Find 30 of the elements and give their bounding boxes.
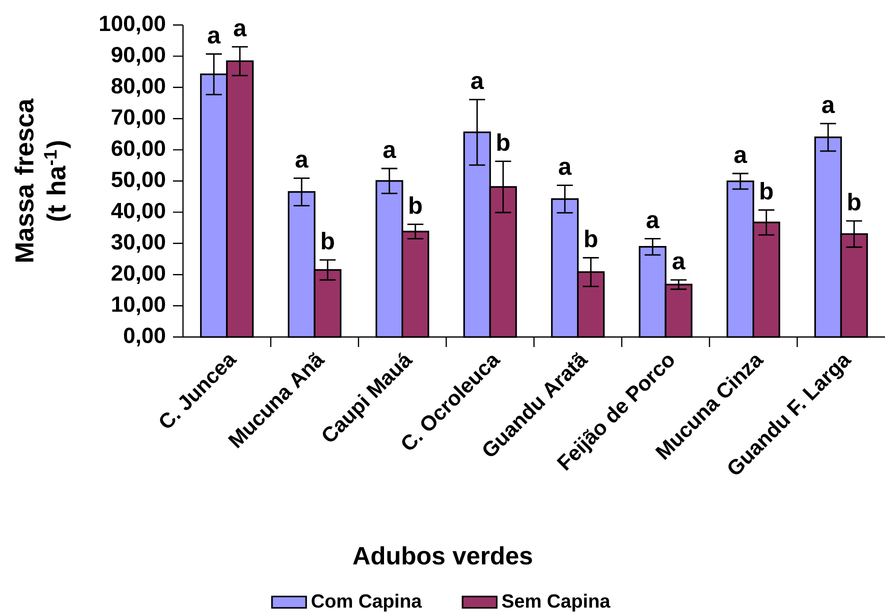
annotation: b [760,182,773,200]
x-axis-title: Adubos verdes [353,546,532,565]
y-tick-label: 0,00 [124,328,166,346]
annotation: a [734,150,748,164]
annotation: b [410,196,422,214]
y-tick-label: 100,00 [100,16,166,34]
y-tick-label: 90,00 [112,46,166,66]
legend-label: Sem Capina [502,594,610,612]
legend-label: Com Capina [312,594,422,612]
y-tick-label: 50,00 [112,172,166,190]
annotation: a [234,23,247,36]
y-tick-label: 20,00 [112,265,166,284]
y-tick-label: 10,00 [112,296,166,316]
y-tick-label: 70,00 [112,109,166,128]
y-tick-label: 60,00 [112,140,166,160]
annotation: a [471,76,484,90]
annotation: a [672,256,686,270]
y-tick-label: 40,00 [111,202,166,222]
annotation: a [558,162,572,175]
y-tick-label: 30,00 [111,234,166,253]
annotation: b [848,192,860,211]
annotation: a [646,215,660,228]
annotation: b [585,230,598,248]
annotation: b [497,133,510,151]
annotation: a [208,30,221,44]
y-tick-label: 80,00 [112,78,166,97]
annotation: a [296,154,308,168]
annotation: a [383,144,396,158]
annotation: b [322,232,334,250]
annotation: a [822,100,835,114]
